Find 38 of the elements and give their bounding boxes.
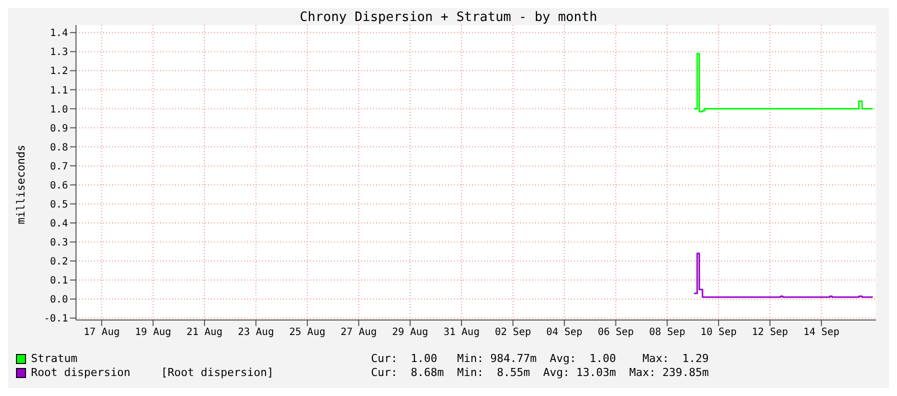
- y-tick-label: -0.1: [44, 314, 68, 325]
- y-tick-label: 0.2: [50, 256, 68, 268]
- y-tick-label: 0.5: [50, 199, 68, 210]
- x-tick-label: 29 Aug: [392, 327, 428, 338]
- y-tick-label: 0.6: [50, 180, 68, 192]
- legend-label: Stratum: [31, 352, 78, 366]
- x-tick-label: 23 Aug: [238, 327, 274, 338]
- y-tick-label: 1.3: [50, 47, 68, 58]
- x-tick-label: 27 Aug: [340, 327, 377, 338]
- x-tick-label: 31 Aug: [443, 327, 480, 338]
- y-tick-label: 0.8: [50, 142, 68, 154]
- y-tick-label: 0.0: [50, 294, 68, 306]
- y-tick-label: 1.1: [50, 85, 68, 96]
- x-tick-label: 17 Aug: [84, 327, 120, 338]
- legend-label: Root dispersion: [31, 366, 132, 380]
- x-tick-label: 08 Sep: [649, 327, 686, 338]
- x-tick-label: 10 Sep: [700, 327, 737, 338]
- x-tick-label: 21 Aug: [186, 327, 223, 338]
- text: Cur: 8.68m Min: 8.55m Avg: 13.03m Max: 239.85m: [371, 366, 709, 380]
- text: [Root dispersion]: [161, 366, 275, 380]
- y-tick-label: 1.2: [50, 66, 68, 78]
- x-tick-label: 19 Aug: [135, 327, 172, 338]
- x-tick-label: 02 Sep: [494, 327, 532, 338]
- y-tick-label: 0.4: [50, 218, 68, 230]
- x-tick-label: 25 Aug: [289, 327, 326, 338]
- y-tick-label: 0.7: [50, 161, 68, 172]
- chart-title: Chrony Dispersion + Stratum - by month: [298, 10, 598, 25]
- x-tick-label: 12 Sep: [752, 327, 788, 338]
- x-tick-label: 06 Sep: [598, 327, 634, 338]
- y-tick-label: 1.0: [50, 104, 68, 116]
- y-tick-label: 1.4: [50, 28, 68, 40]
- y-tick-label: 0.9: [50, 123, 68, 134]
- x-tick-label: 04 Sep: [546, 327, 582, 338]
- y-tick-label: 0.1: [50, 276, 68, 287]
- text: Cur: 1.00 Min: 984.77m Avg: 1.00 Max: 1.29: [371, 352, 709, 366]
- y-tick-label: 0.3: [50, 238, 68, 249]
- x-tick-label: 14 Sep: [803, 327, 840, 338]
- y-axis-title: milliseconds: [14, 144, 28, 226]
